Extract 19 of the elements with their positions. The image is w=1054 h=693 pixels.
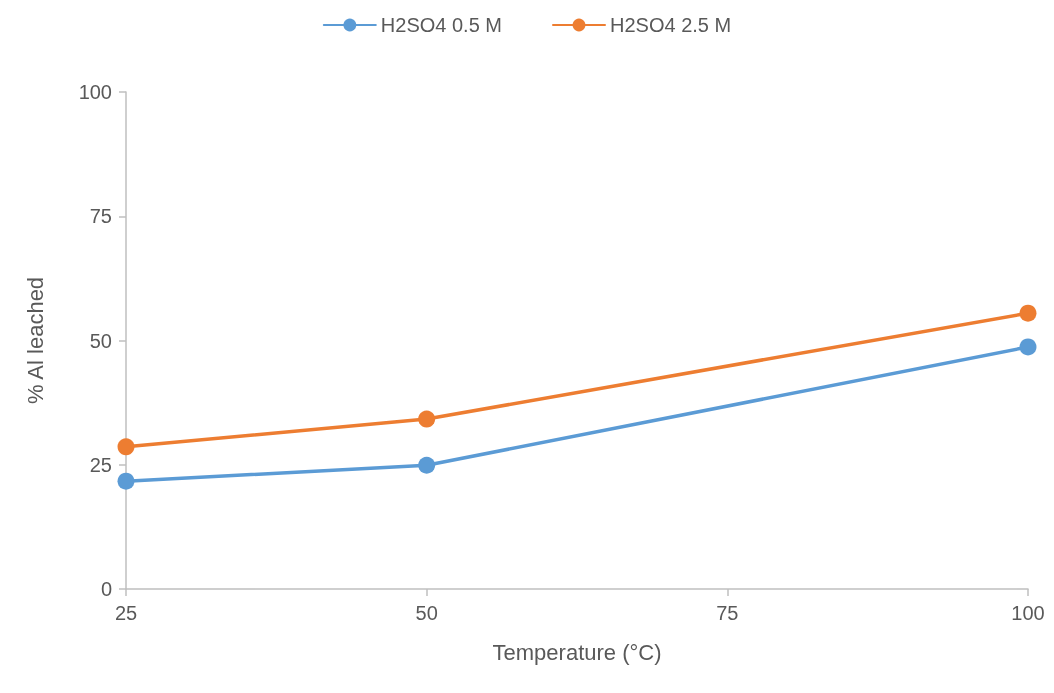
legend-label: H2SO4 0.5 M <box>380 14 503 36</box>
y-tick-label: 100 <box>78 81 112 103</box>
legend-label: H2SO4 2.5 M <box>610 14 732 36</box>
y-axis-title: % Al leached <box>22 276 48 405</box>
x-tick-label: 50 <box>415 602 438 624</box>
point <box>1019 304 1037 322</box>
point <box>418 410 436 428</box>
y-tick-label: 75 <box>89 205 112 228</box>
y-tick-label: 0 <box>100 578 112 600</box>
x-axis-title: Temperature (°C) <box>492 639 662 665</box>
y-tick-label: 25 <box>89 453 112 476</box>
point <box>418 456 436 474</box>
x-tick-label: 100 <box>1011 602 1045 624</box>
x-tick-label: 25 <box>114 602 138 624</box>
point <box>117 438 135 456</box>
y-tick-label: 50 <box>89 329 112 352</box>
point <box>1019 338 1037 356</box>
point <box>117 472 135 490</box>
x-tick-label: 75 <box>716 602 739 624</box>
